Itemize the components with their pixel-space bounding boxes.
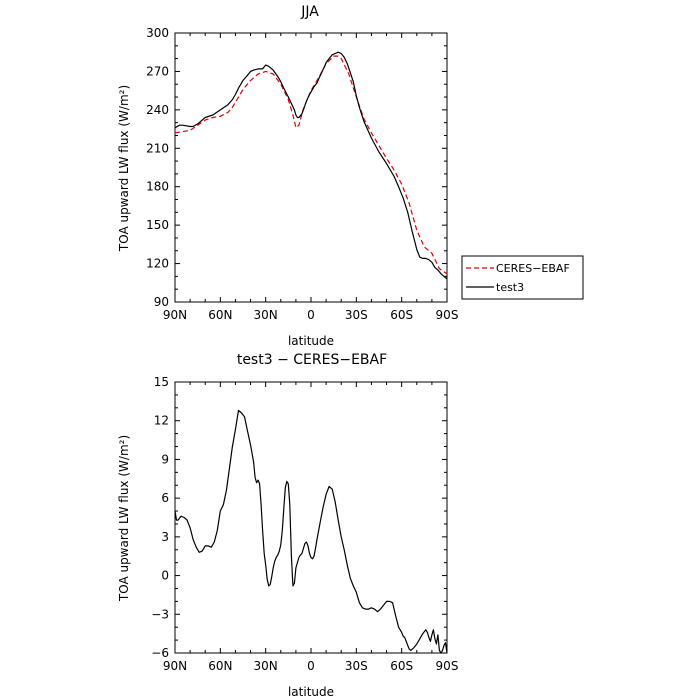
top-x-tick-label: 30S bbox=[345, 308, 368, 322]
legend-box bbox=[461, 255, 584, 300]
top-chart-title: JJA bbox=[300, 4, 319, 20]
top-y-tick-label: 150 bbox=[146, 218, 169, 232]
bottom-y-tick-label: −6 bbox=[151, 646, 169, 660]
bottom-y-tick-label: 15 bbox=[154, 375, 169, 389]
bottom-x-tick-label: 30S bbox=[345, 659, 368, 673]
top-series-group bbox=[174, 51, 448, 280]
top-series-line-ceres-ebaf bbox=[174, 55, 448, 275]
bottom-x-tick-label: 0 bbox=[307, 659, 315, 673]
bottom-x-tick-label: 60N bbox=[208, 659, 232, 673]
top-x-axis-title: latitude bbox=[288, 334, 334, 348]
top-y-ticks: 90 120 150 180 210 240 270 300 bbox=[146, 26, 447, 309]
top-y-tick-label: 120 bbox=[146, 257, 169, 271]
bottom-y-tick-label: 12 bbox=[154, 414, 169, 428]
top-y-tick-label: 210 bbox=[146, 141, 169, 155]
bottom-x-axis-title: latitude bbox=[288, 685, 334, 699]
bottom-chart-title: test3 − CERES−EBAF bbox=[237, 352, 387, 368]
legend-label-ceres: CERES−EBAF bbox=[496, 262, 570, 275]
bottom-x-tick-label: 90N bbox=[163, 659, 187, 673]
top-plot-frame bbox=[174, 32, 448, 303]
bottom-x-tick-label: 60S bbox=[390, 659, 413, 673]
top-panel: JJA 90 120 150 180 210 240 270 300 90N 60N 30N 0 30… bbox=[117, 4, 458, 348]
top-y-tick-label: 270 bbox=[146, 64, 169, 78]
bottom-y-tick-label: 9 bbox=[161, 452, 169, 466]
bottom-series-line-0 bbox=[174, 409, 448, 654]
top-x-tick-label: 60S bbox=[390, 308, 413, 322]
bottom-y-tick-label: 0 bbox=[161, 569, 169, 583]
top-y-axis-title: TOA upward LW flux (W/m²) bbox=[117, 85, 131, 252]
bottom-y-tick-label: 3 bbox=[161, 530, 169, 544]
top-x-tick-label: 30N bbox=[254, 308, 278, 322]
bottom-y-axis-title: TOA upward LW flux (W/m²) bbox=[117, 435, 131, 602]
legend: CERES−EBAF test3 bbox=[461, 255, 584, 300]
bottom-series-group bbox=[174, 409, 448, 654]
top-y-tick-label: 300 bbox=[146, 26, 169, 40]
top-x-tick-label: 0 bbox=[307, 308, 315, 322]
bottom-x-ticks: 90N 60N 30N 0 30S 60S 90S bbox=[163, 382, 459, 673]
bottom-panel: test3 − CERES−EBAF −6 −3 0 3 6 9 12 15 90N 60N 30… bbox=[117, 352, 458, 699]
legend-label-test3: test3 bbox=[496, 281, 524, 294]
bottom-y-tick-label: 6 bbox=[161, 491, 169, 505]
bottom-x-tick-label: 90S bbox=[436, 659, 459, 673]
bottom-y-ticks: −6 −3 0 3 6 9 12 15 bbox=[151, 375, 447, 660]
bottom-plot-frame bbox=[174, 381, 448, 654]
top-x-tick-label: 90S bbox=[436, 308, 459, 322]
top-x-ticks: 90N 60N 30N 0 30S 60S 90S bbox=[163, 33, 459, 322]
top-x-tick-label: 90N bbox=[163, 308, 187, 322]
top-series-line-test3 bbox=[174, 51, 448, 280]
top-x-tick-label: 60N bbox=[208, 308, 232, 322]
top-y-tick-label: 240 bbox=[146, 103, 169, 117]
bottom-x-tick-label: 30N bbox=[254, 659, 278, 673]
top-y-tick-label: 90 bbox=[154, 295, 169, 309]
top-y-tick-label: 180 bbox=[146, 180, 169, 194]
bottom-y-tick-label: −3 bbox=[151, 607, 169, 621]
